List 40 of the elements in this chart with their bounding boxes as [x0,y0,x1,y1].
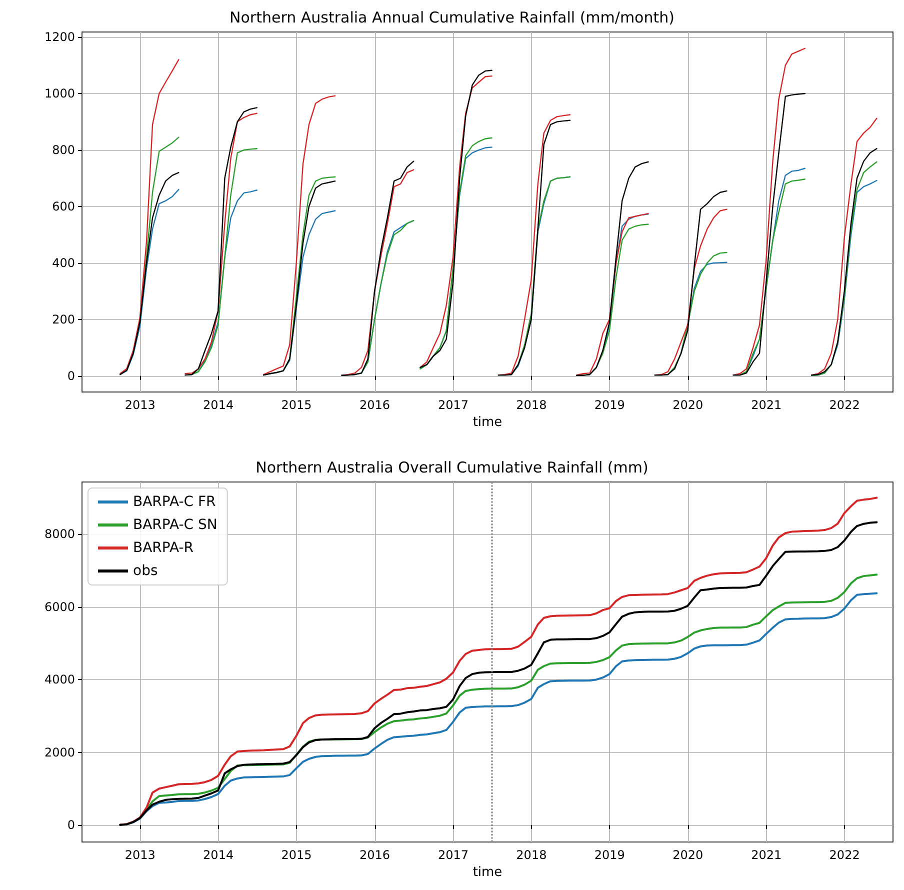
x-tick-label: 2017 [438,848,468,862]
y-tick-label: 8000 [44,527,75,542]
y-tick-label: 0 [67,368,75,383]
y-tick-label: 600 [52,199,75,214]
x-tick-label: 2013 [124,848,156,862]
x-tick-label: 2018 [516,848,547,862]
x-tick-label: 2016 [359,848,390,862]
x-tick-label: 2020 [672,848,704,862]
x-axis-title: time [472,415,502,430]
legend-label: BARPA-C FR [133,494,216,510]
x-tick-label: 2013 [124,398,156,412]
x-tick-label: 2022 [829,848,860,862]
y-tick-label: 2000 [44,745,75,760]
x-axis-title: time [472,865,502,880]
x-tick-label: 2015 [281,848,312,862]
x-tick-label: 2017 [438,398,468,412]
y-tick-label: 4000 [44,672,75,687]
legend-label: BARPA-R [133,540,194,556]
x-tick-label: 2022 [829,398,860,412]
x-tick-label: 2019 [594,848,625,862]
x-tick-label: 2018 [516,398,547,412]
x-tick-label: 2021 [751,398,782,412]
y-tick-label: 0 [67,818,75,832]
x-tick-label: 2016 [359,398,390,412]
x-tick-label: 2021 [751,848,782,862]
legend-label: obs [133,563,158,579]
y-tick-label: 400 [52,256,75,270]
chart-title: Northern Australia Overall Cumulative Rainfall (mm) [256,458,648,476]
y-tick-label: 6000 [44,600,75,614]
y-tick-label: 1200 [44,30,75,44]
legend-label: BARPA-C SN [133,517,218,533]
x-tick-label: 2019 [594,398,625,412]
x-tick-label: 2015 [281,398,312,412]
y-tick-label: 1000 [44,86,75,101]
x-tick-label: 2014 [203,848,234,862]
x-tick-label: 2020 [672,398,704,412]
y-tick-label: 200 [52,312,75,326]
y-tick-label: 800 [52,143,75,158]
chart-title: Northern Australia Annual Cumulative Rainfall (mm/month) [230,8,674,26]
x-tick-label: 2014 [203,398,234,412]
